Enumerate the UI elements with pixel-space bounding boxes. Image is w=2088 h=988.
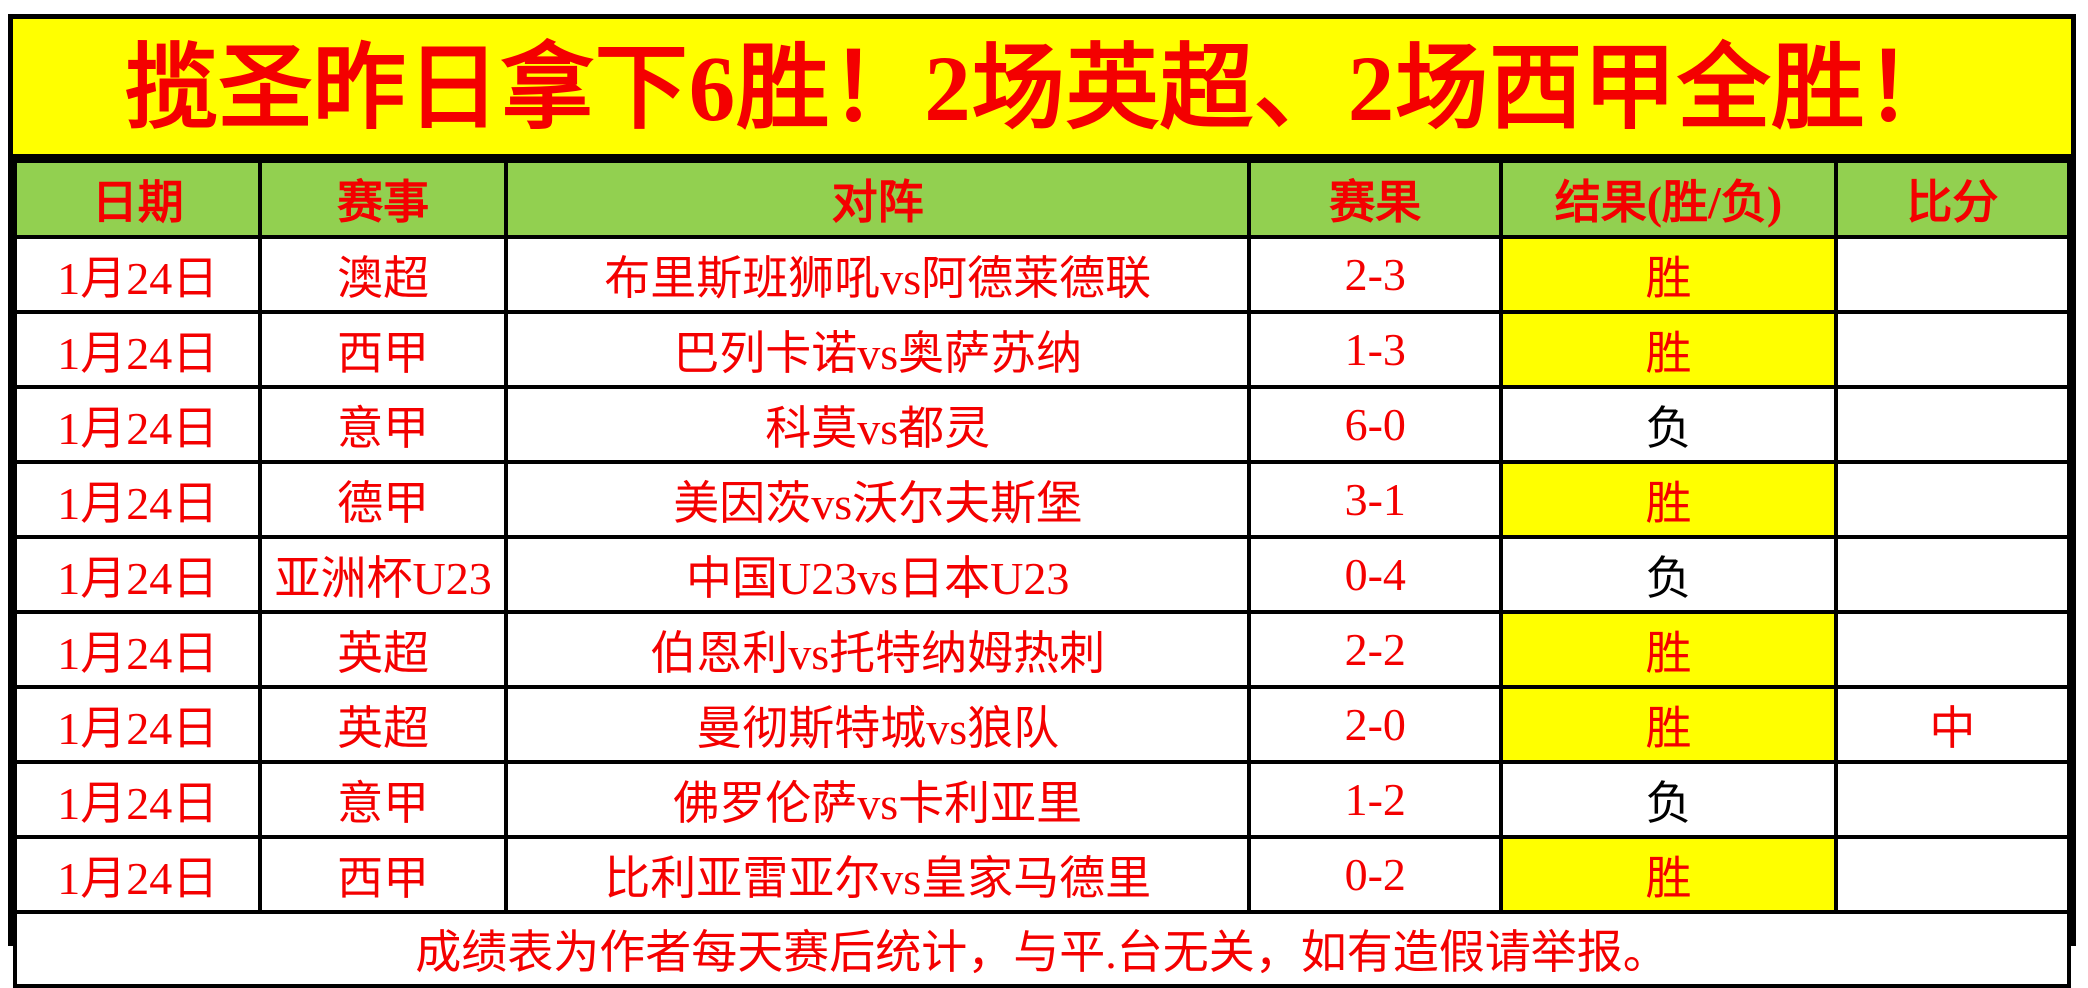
cell-date: 1月24日 [12,835,263,914]
table-row: 1月24日 亚洲杯U23 中国U23vs日本U23 0-4 负 [12,535,2072,614]
cell-score: 1-2 [1247,760,1504,839]
cell-match: 科莫vs都灵 [503,385,1252,464]
cell-result: 负 [1499,385,1838,464]
header-match: 对阵 [503,159,1252,239]
header-score: 赛果 [1247,159,1504,239]
cell-match: 比利亚雷亚尔vs皇家马德里 [503,835,1252,914]
cell-league: 意甲 [258,760,508,839]
cell-odds [1833,385,2072,464]
cell-odds [1833,310,2072,389]
cell-league: 英超 [258,685,508,764]
header-league: 赛事 [258,159,508,239]
cell-league: 意甲 [258,385,508,464]
table-row: 1月24日 意甲 佛罗伦萨vs卡利亚里 1-2 负 [12,760,2072,839]
cell-score: 0-4 [1247,535,1504,614]
disclaimer-text: 成绩表为作者每天赛后统计，与平.台无关，如有造假请举报。 [13,910,2071,988]
table-footer-row: 成绩表为作者每天赛后统计，与平.台无关，如有造假请举报。 [13,910,2071,988]
cell-odds [1833,835,2072,914]
cell-result: 负 [1499,760,1838,839]
cell-date: 1月24日 [12,310,263,389]
cell-match: 曼彻斯特城vs狼队 [503,685,1252,764]
cell-match: 布里斯班狮吼vs阿德莱德联 [503,235,1252,314]
cell-date: 1月24日 [12,760,263,839]
cell-result: 胜 [1499,685,1838,764]
cell-score: 2-0 [1247,685,1504,764]
cell-date: 1月24日 [12,610,263,689]
cell-league: 西甲 [258,835,508,914]
cell-odds [1833,235,2072,314]
cell-date: 1月24日 [12,235,263,314]
cell-match: 佛罗伦萨vs卡利亚里 [503,760,1252,839]
table-row: 1月24日 澳超 布里斯班狮吼vs阿德莱德联 2-3 胜 [12,235,2072,314]
cell-score: 1-3 [1247,310,1504,389]
cell-league: 西甲 [258,310,508,389]
cell-score: 2-3 [1247,235,1504,314]
header-odds: 比分 [1833,159,2072,239]
cell-league: 英超 [258,610,508,689]
cell-odds: 中 [1833,685,2072,764]
cell-result: 胜 [1499,835,1838,914]
cell-score: 2-2 [1247,610,1504,689]
cell-league: 澳超 [258,235,508,314]
cell-date: 1月24日 [12,685,263,764]
table-row: 1月24日 英超 曼彻斯特城vs狼队 2-0 胜 中 [12,685,2072,764]
header-result: 结果(胜/负) [1499,159,1838,239]
table-row: 1月24日 西甲 巴列卡诺vs奥萨苏纳 1-3 胜 [12,310,2072,389]
banner-title: 揽圣昨日拿下6胜！2场英超、2场西甲全胜！ [124,38,1960,141]
cell-date: 1月24日 [12,460,263,539]
cell-result: 胜 [1499,235,1838,314]
cell-date: 1月24日 [12,385,263,464]
cell-match: 中国U23vs日本U23 [503,535,1252,614]
cell-result: 胜 [1499,610,1838,689]
cell-result: 胜 [1499,310,1838,389]
table-header-row: 日期 赛事 对阵 赛果 结果(胜/负) 比分 [12,159,2072,239]
cell-match: 巴列卡诺vs奥萨苏纳 [503,310,1252,389]
cell-score: 3-1 [1247,460,1504,539]
cell-result: 负 [1499,535,1838,614]
cell-match: 伯恩利vs托特纳姆热刺 [503,610,1252,689]
cell-date: 1月24日 [12,535,263,614]
cell-match: 美因茨vs沃尔夫斯堡 [503,460,1252,539]
results-sheet: 揽圣昨日拿下6胜！2场英超、2场西甲全胜！ 日期 赛事 对阵 赛果 结果(胜/负… [8,14,2076,988]
cell-odds [1833,760,2072,839]
banner: 揽圣昨日拿下6胜！2场英超、2场西甲全胜！ [13,19,2071,159]
cell-odds [1833,460,2072,539]
header-date: 日期 [12,159,263,239]
table-row: 1月24日 西甲 比利亚雷亚尔vs皇家马德里 0-2 胜 [12,835,2072,914]
cell-result: 胜 [1499,460,1838,539]
table-row: 1月24日 德甲 美因茨vs沃尔夫斯堡 3-1 胜 [12,460,2072,539]
cell-odds [1833,535,2072,614]
table-row: 1月24日 意甲 科莫vs都灵 6-0 负 [12,385,2072,464]
results-table: 日期 赛事 对阵 赛果 结果(胜/负) 比分 1月24日 澳超 布里斯班狮吼vs… [12,159,2072,988]
cell-league: 亚洲杯U23 [258,535,508,614]
cell-odds [1833,610,2072,689]
cell-league: 德甲 [258,460,508,539]
table-row: 1月24日 英超 伯恩利vs托特纳姆热刺 2-2 胜 [12,610,2072,689]
cell-score: 0-2 [1247,835,1504,914]
cell-score: 6-0 [1247,385,1504,464]
